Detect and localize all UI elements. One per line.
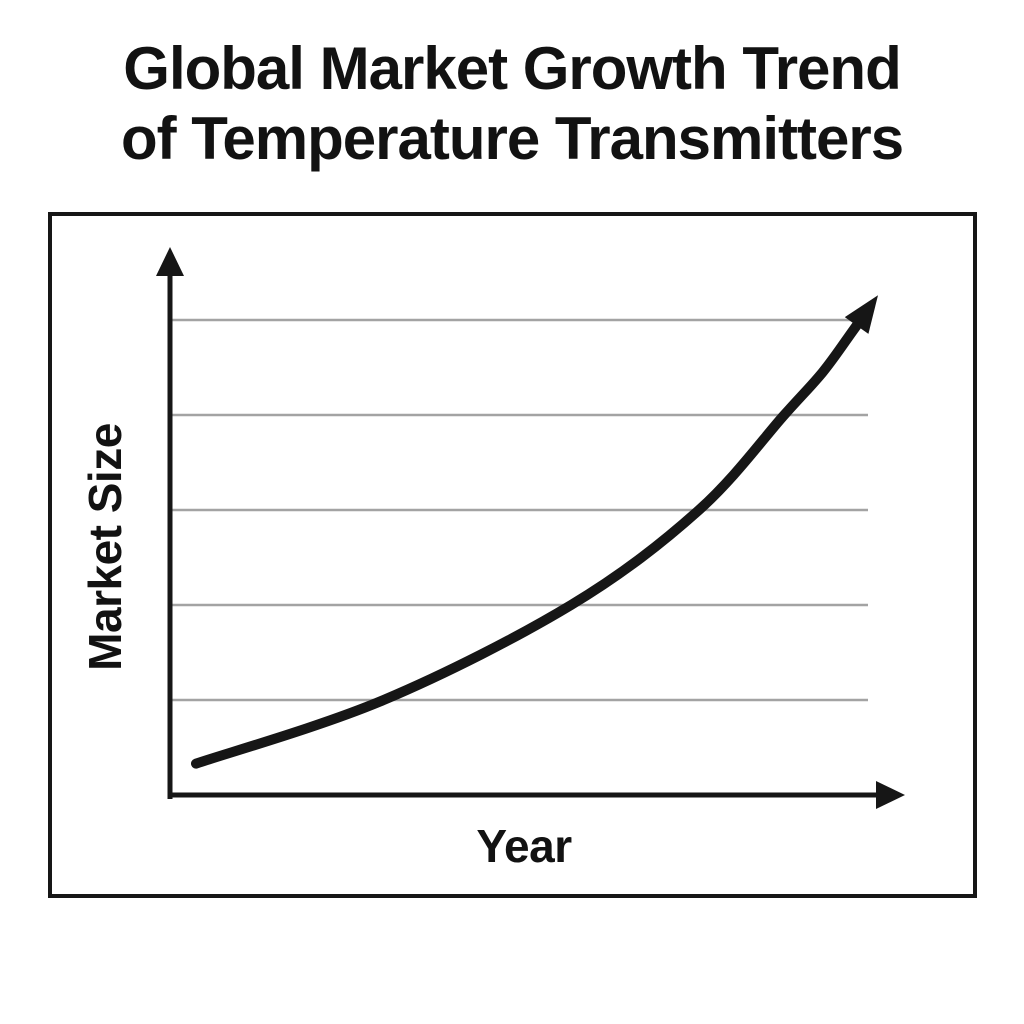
x-axis-label: Year — [476, 820, 572, 872]
y-axis — [156, 247, 184, 799]
gridlines — [172, 318, 868, 702]
x-axis — [167, 781, 905, 809]
growth-curve-line — [191, 309, 870, 769]
plot-svg — [156, 247, 905, 809]
chart-title-line-1: Global Market Growth Trend — [123, 35, 901, 102]
y-axis-label: Market Size — [79, 423, 131, 671]
x-axis-arrowhead-icon — [876, 781, 905, 809]
chart-title: Global Market Growth Trend of Temperatur… — [0, 34, 1024, 174]
growth-curve — [191, 295, 878, 769]
y-axis-arrowhead-icon — [156, 247, 184, 276]
curve-arrowhead-icon — [844, 295, 878, 334]
chart-area: Market Size Year — [48, 212, 977, 898]
chart-title-line-2: of Temperature Transmitters — [120, 105, 904, 172]
